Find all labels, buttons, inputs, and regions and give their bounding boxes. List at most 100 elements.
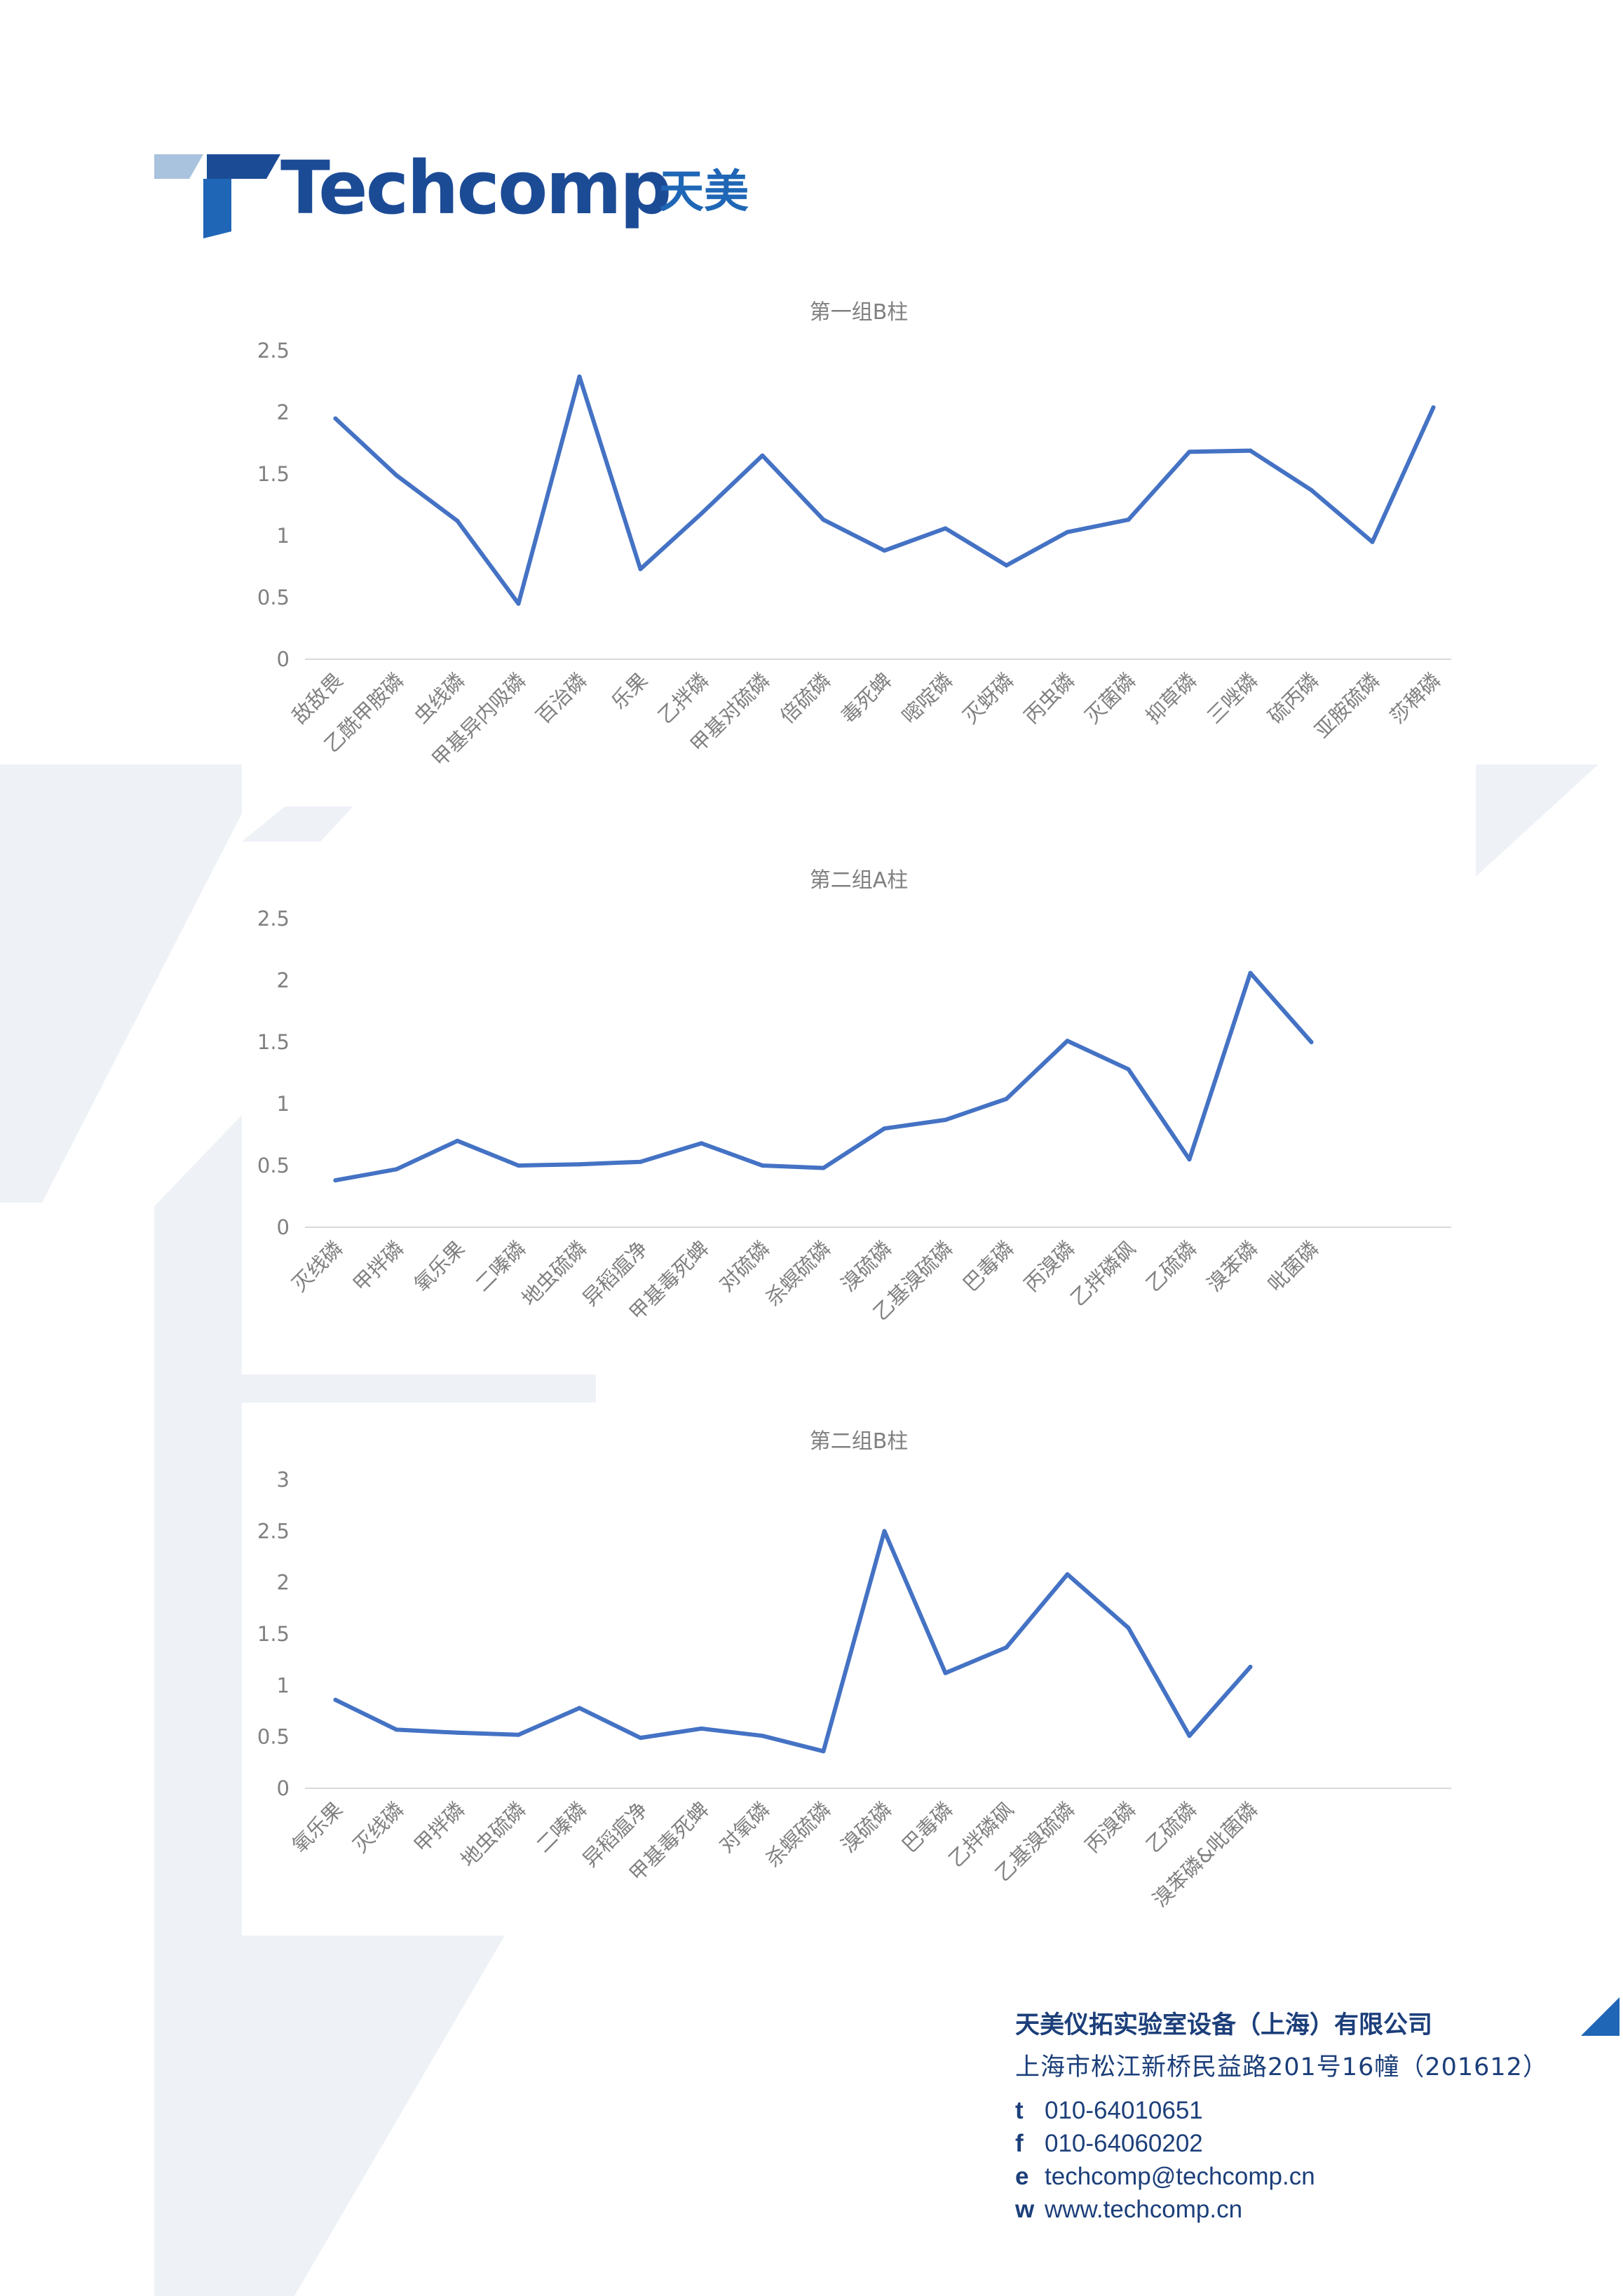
data-point — [1004, 1645, 1009, 1650]
data-point — [1431, 405, 1436, 410]
chart-panel-2: 第二组A柱 0 0.5 1 1.5 2 2.5 灭线磷 甲拌磷 氧乐果 二嗪磷 地虫硫磷 异稻瘟净 甲基毒… — [242, 842, 1476, 1375]
x-tick-label: 地虫硫磷 — [517, 1236, 591, 1311]
corner-triangle-icon — [1581, 1997, 1619, 2036]
x-tick-label: 对硫磷 — [714, 1236, 775, 1297]
data-point — [882, 1529, 887, 1534]
x-tick-label: 溴硫磷 — [836, 1236, 897, 1297]
contact-email-key: e — [1015, 2163, 1029, 2190]
x-tick-label: 百治磷 — [531, 668, 592, 729]
y-tick-label: 0.5 — [257, 1154, 290, 1177]
contact-website-key: w — [1015, 2196, 1035, 2223]
data-point — [394, 473, 399, 478]
x-tick-label: 溴硫磷 — [836, 1797, 897, 1858]
watermark-band — [242, 1375, 596, 1403]
data-point — [821, 1166, 826, 1170]
watermark-tail — [242, 1936, 505, 2296]
x-tick-label: 巴毒磷 — [897, 1797, 958, 1858]
data-point — [1004, 1096, 1009, 1101]
data-point — [333, 1178, 338, 1183]
x-tick-label: 对氧磷 — [714, 1797, 775, 1858]
x-tick-label: 氧乐果 — [409, 1236, 470, 1297]
x-tick-label: 乙拌磷砜 — [1066, 1236, 1140, 1311]
logo-mark-icon — [154, 154, 280, 238]
x-tick-label: 嘧啶磷 — [897, 668, 958, 729]
watermark-column — [154, 1115, 242, 2296]
x-tick-label: 灭菌磷 — [1080, 668, 1141, 729]
data-point — [1309, 1040, 1314, 1044]
contact-fax-value: 010-64060202 — [1045, 2130, 1203, 2157]
x-tick-label: 甲拌磷 — [409, 1797, 470, 1858]
contact-website-value: www.techcomp.cn — [1045, 2196, 1243, 2223]
contact-website: w www.techcomp.cn — [1015, 2193, 1604, 2226]
data-point — [1065, 529, 1070, 534]
watermark-shape-left — [0, 764, 242, 1203]
data-point — [1187, 1157, 1192, 1162]
x-tick-label: 溴苯磷 — [1202, 1236, 1263, 1297]
x-tick-label: 巴毒磷 — [958, 1236, 1019, 1297]
data-point — [1370, 539, 1375, 544]
contact-phone: t 010-64010651 — [1015, 2094, 1604, 2127]
data-point — [943, 1670, 948, 1675]
data-point — [1187, 450, 1192, 454]
x-tick-label: 灭线磷 — [287, 1236, 348, 1297]
x-tick-label: 乙硫磷 — [1141, 1236, 1202, 1297]
data-point — [577, 1706, 582, 1710]
data-point — [333, 416, 338, 421]
data-point — [882, 1126, 887, 1131]
x-tick-label: 乙拌磷 — [653, 668, 714, 729]
data-point — [455, 1138, 460, 1143]
chart-panel-1: 第一组B柱 0 0.5 1 1.5 2 2.5 敌敌畏 乙酰甲胺磷 虫线磷 甲基异内吸磷 百治磷 乐果乙… — [242, 274, 1476, 806]
logo-wordmark: Techcomp — [280, 145, 672, 231]
y-tick-label: 2.5 — [257, 907, 290, 931]
contact-fax: f 010-64060202 — [1015, 2127, 1604, 2160]
x-tick-label: 二嗪磷 — [531, 1797, 592, 1858]
x-tick-label: 杀螟硫磷 — [761, 1797, 835, 1872]
data-point — [882, 548, 887, 553]
data-point — [699, 1726, 704, 1731]
series-line — [333, 971, 1314, 1183]
x-tick-label: 二嗪磷 — [470, 1236, 531, 1297]
x-tick-label: 杀螟硫磷 — [761, 1236, 835, 1311]
y-tick-label: 3 — [277, 1468, 290, 1492]
data-point — [760, 1734, 765, 1738]
data-point — [516, 1732, 521, 1737]
contact-phone-key: t — [1015, 2097, 1024, 2124]
contact-email: e techcomp@techcomp.cn — [1015, 2160, 1604, 2193]
series-line — [333, 1529, 1253, 1754]
x-tick-label: 莎稗磷 — [1385, 668, 1446, 729]
data-point — [1065, 1039, 1070, 1044]
x-tick-label: 倍硫磷 — [775, 668, 836, 729]
data-point — [1248, 1664, 1253, 1669]
data-point — [821, 1749, 826, 1754]
data-point — [333, 1697, 338, 1702]
x-tick-label: 亚胺硫磷 — [1310, 668, 1384, 743]
data-point — [394, 1167, 399, 1172]
series-line — [333, 374, 1436, 606]
data-point — [638, 567, 643, 572]
data-point — [1248, 448, 1253, 453]
y-tick-label: 2 — [277, 968, 290, 992]
x-tick-label: 毒死蜱 — [836, 668, 897, 729]
x-tick-label: 溴苯磷&吡菌磷 — [1148, 1797, 1262, 1912]
y-tick-label: 1 — [277, 1092, 290, 1116]
data-point — [821, 518, 826, 522]
data-point — [455, 518, 460, 523]
chart-title: 第二组A柱 — [810, 868, 909, 893]
data-point — [1065, 1572, 1070, 1576]
data-point — [1126, 518, 1131, 522]
data-point — [1187, 1734, 1192, 1738]
x-tick-label: 丙溴磷 — [1080, 1797, 1141, 1858]
y-tick-label: 0.5 — [257, 1725, 290, 1749]
chart-panel-3: 第二组B柱 0 0.5 1 1.5 2 2.5 3 氧乐果 灭线磷 甲拌磷 地虫硫磷 二嗪磷 异稻瘟净 甲基… — [242, 1403, 1476, 1936]
x-tick-label: 抑草磷 — [1141, 668, 1202, 729]
x-tick-label: 灭蚜磷 — [958, 668, 1019, 729]
data-point — [760, 1163, 765, 1168]
x-tick-label: 灭线磷 — [348, 1797, 409, 1858]
data-point — [516, 601, 521, 606]
x-tick-label: 三唑磷 — [1202, 668, 1263, 729]
y-tick-label: 0 — [277, 1776, 290, 1800]
company-footer: 天美仪拓实验室设备（上海）有限公司 上海市松江新桥民益路201号16幢（2016… — [1015, 2004, 1604, 2226]
data-point — [638, 1159, 643, 1164]
data-point — [1126, 1626, 1131, 1630]
